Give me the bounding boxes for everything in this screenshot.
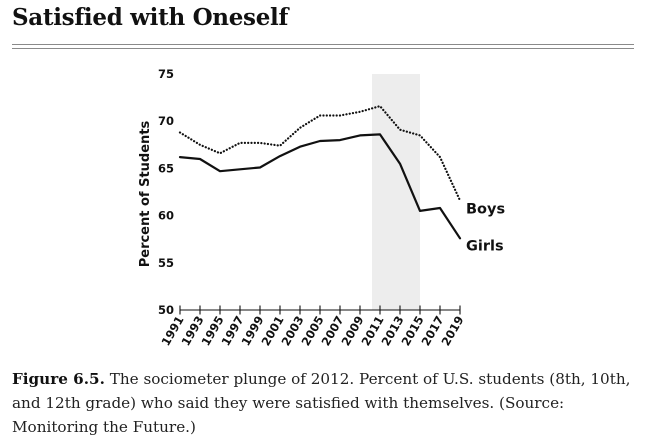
series-layer [178,104,462,240]
y-tick-label: 55 [158,256,174,270]
series-label-boys: Boys [466,201,505,217]
heading-rule-bottom [12,48,634,49]
page-heading: Satisfied with Oneself [12,4,289,31]
y-tick-label: 65 [158,161,174,175]
labels-layer: Boys Girls [466,201,505,254]
axes: 5055606570751991199319951997199920012003… [138,67,467,348]
y-tick-label: 60 [158,209,174,223]
figure-caption: Figure 6.5. The sociometer plunge of 201… [12,367,638,439]
series-line-boys [178,104,462,202]
y-tick-label: 75 [158,67,174,81]
caption-label: Figure 6.5. [12,370,105,388]
series-line-girls [178,133,462,240]
y-tick-label: 50 [158,303,174,317]
caption-text: The sociometer plunge of 2012. Percent o… [12,370,631,436]
series-label-girls: Girls [466,238,504,254]
y-axis-title: Percent of Students [138,120,153,267]
line-chart: 5055606570751991199319951997199920012003… [138,67,505,348]
y-tick-label: 70 [158,114,174,128]
heading-rule-top [12,44,634,45]
